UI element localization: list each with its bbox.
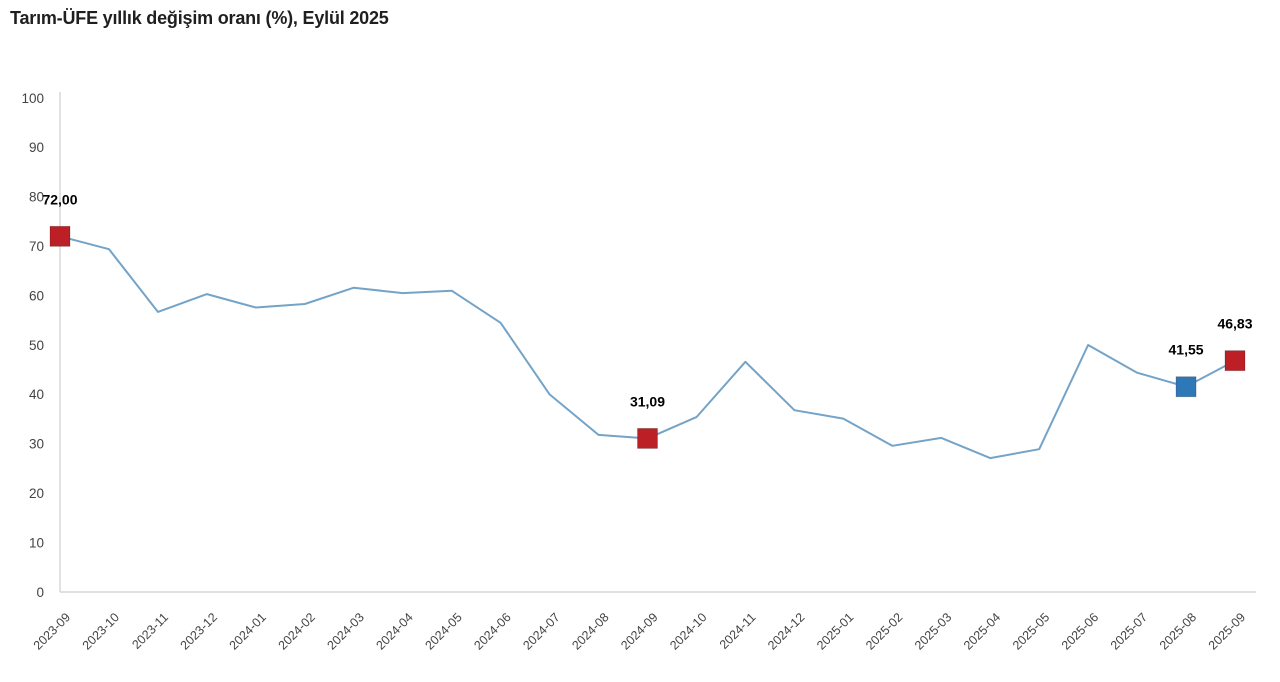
y-tick-label: 30 xyxy=(29,437,44,452)
x-tick-label: 2024-04 xyxy=(373,610,415,652)
data-label: 46,83 xyxy=(1217,316,1252,332)
x-tick-label: 2024-12 xyxy=(765,610,807,652)
y-tick-label: 60 xyxy=(29,288,44,303)
x-tick-label: 2024-07 xyxy=(520,610,562,652)
series-line xyxy=(59,235,1236,460)
x-tick-label: 2024-02 xyxy=(276,610,318,652)
x-tick-label: 2024-08 xyxy=(569,610,611,652)
y-tick-label: 90 xyxy=(29,140,44,155)
y-tick-label: 10 xyxy=(29,535,44,550)
data-label: 31,09 xyxy=(630,393,665,409)
x-tick-label: 2024-05 xyxy=(422,610,464,652)
x-tick-label: 2025-08 xyxy=(1157,610,1199,652)
x-tick-label: 2025-02 xyxy=(863,610,905,652)
x-tick-label: 2025-09 xyxy=(1206,610,1248,652)
x-tick-label: 2025-01 xyxy=(814,610,856,652)
chart-title: Tarım-ÜFE yıllık değişim oranı (%), Eylü… xyxy=(10,8,389,28)
x-tick-label: 2025-04 xyxy=(961,610,1003,652)
data-marker xyxy=(49,225,71,247)
data-marker xyxy=(637,428,658,449)
y-tick-label: 70 xyxy=(29,239,44,254)
data-marker xyxy=(1175,376,1197,398)
y-tick-label: 50 xyxy=(29,338,44,353)
x-tick-label: 2024-06 xyxy=(471,610,513,652)
x-tick-label: 2024-01 xyxy=(227,610,269,652)
x-tick-label: 2025-06 xyxy=(1059,610,1101,652)
x-tick-label: 2025-03 xyxy=(912,610,954,652)
x-tick-label: 2023-10 xyxy=(80,610,122,652)
x-tick-label: 2024-11 xyxy=(717,610,759,652)
x-tick-label: 2023-12 xyxy=(178,610,220,652)
x-tick-label: 2023-09 xyxy=(31,610,73,652)
x-tick-label: 2024-03 xyxy=(325,610,367,652)
y-tick-label: 20 xyxy=(29,486,44,501)
y-tick-label: 40 xyxy=(29,387,44,402)
data-label: 41,55 xyxy=(1169,342,1204,358)
x-tick-label: 2023-11 xyxy=(129,610,171,652)
x-tick-label: 2025-05 xyxy=(1010,610,1052,652)
data-label: 72,00 xyxy=(42,191,77,207)
y-tick-label: 0 xyxy=(36,585,44,600)
data-marker xyxy=(1224,350,1246,372)
y-tick-label: 100 xyxy=(21,91,44,106)
x-tick-label: 2024-10 xyxy=(667,610,709,652)
x-tick-label: 2024-09 xyxy=(618,610,660,652)
x-tick-label: 2025-07 xyxy=(1108,610,1150,652)
y-tick-label: 80 xyxy=(29,190,44,205)
